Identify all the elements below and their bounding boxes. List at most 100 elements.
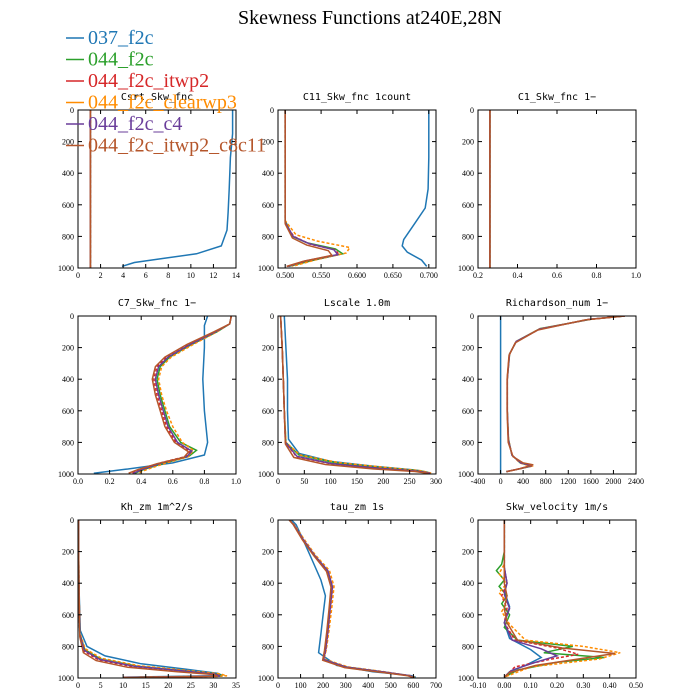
y-tick-label: 200: [262, 548, 274, 557]
series-line-044_f2c_clearwp3: [284, 110, 352, 268]
x-tick-label: 400: [362, 681, 374, 690]
legend-entry: 044_f2c_clearwp3: [66, 92, 237, 114]
y-tick-label: 400: [62, 169, 74, 178]
x-tick-label: 2000: [605, 477, 621, 486]
y-tick-label: 800: [462, 438, 474, 447]
series-line-037_f2c: [401, 110, 430, 267]
y-tick-label: 1000: [258, 674, 274, 683]
panel-8: tau_zm 1s 0 100 200 300 400 500 600 700 0 200 400 60…: [258, 502, 442, 690]
legend-entry: 044_f2c: [66, 49, 154, 71]
y-tick-label: 0: [470, 516, 474, 525]
x-tick-label: 200: [377, 477, 389, 486]
y-tick-label: 1000: [258, 264, 274, 273]
plot-frame: [277, 109, 437, 269]
x-tick-label: 100: [325, 477, 337, 486]
y-tick-label: 400: [262, 169, 274, 178]
series-line-044_f2c_c4: [284, 110, 339, 268]
x-tick-label: 14: [232, 271, 240, 280]
x-tick-label: 10: [119, 681, 127, 690]
series-line-044_f2c_clearwp3: [279, 316, 432, 474]
y-tick-label: 400: [462, 579, 474, 588]
y-tick-label: 600: [262, 407, 274, 416]
x-tick-label: 0.2: [105, 477, 115, 486]
x-tick-label: 0: [76, 681, 80, 690]
y-tick-label: 600: [462, 611, 474, 620]
series-line-037_f2c: [503, 520, 543, 678]
panel-title: tau_zm 1s: [330, 502, 384, 513]
panel-title: Csrt_Skw_fnc: [121, 92, 193, 103]
y-tick-label: 800: [62, 642, 74, 651]
x-tick-label: -0.10: [470, 681, 487, 690]
legend-entry: 044_f2c_itwp2_c8c11: [66, 135, 266, 157]
series-line-044_f2c: [495, 520, 605, 678]
series-line-044_f2c_clearwp3: [506, 316, 625, 473]
y-tick-label: 600: [62, 611, 74, 620]
panel-3: C1_Skw_fnc 1− 0.2 0.4 0.6 0.8 1.0 0 200 400 600 80…: [458, 92, 641, 280]
panel-title: Richardson_num 1−: [506, 298, 608, 309]
x-tick-label: 0.8: [592, 271, 602, 280]
y-tick-label: 0: [470, 106, 474, 115]
series-line-044_f2c_itwp2: [506, 316, 625, 473]
x-tick-label: 1200: [560, 477, 576, 486]
x-tick-label: 0: [76, 271, 80, 280]
x-tick-label: 300: [340, 681, 352, 690]
y-tick-label: 0: [70, 312, 74, 321]
y-tick-label: 600: [462, 407, 474, 416]
series-line-044_f2c_itwp2_c8c11: [78, 520, 219, 678]
y-tick-label: 800: [462, 642, 474, 651]
series-line-037_f2c: [290, 520, 416, 678]
y-tick-label: 1000: [458, 264, 474, 273]
x-tick-label: 0.550: [312, 271, 330, 280]
y-tick-label: 200: [262, 344, 274, 353]
y-tick-label: 1000: [58, 264, 74, 273]
series-line-044_f2c: [506, 316, 625, 473]
y-tick-label: 0: [270, 516, 274, 525]
x-tick-label: 0.700: [420, 271, 438, 280]
x-tick-label: 0.2: [473, 271, 483, 280]
y-tick-label: 200: [262, 138, 274, 147]
panel-title: C11_Skw_fnc 1count: [303, 92, 411, 103]
x-tick-label: 400: [517, 477, 529, 486]
y-tick-label: 400: [262, 375, 274, 384]
x-tick-label: 0.10: [524, 681, 538, 690]
x-tick-label: 0.50: [629, 681, 643, 690]
x-tick-label: 30: [209, 681, 217, 690]
y-tick-label: 200: [462, 344, 474, 353]
legend-label: 044_f2c: [88, 49, 154, 71]
legend-label: 044_f2c_itwp2: [88, 70, 209, 92]
x-tick-label: 600: [407, 681, 419, 690]
y-tick-label: 400: [462, 169, 474, 178]
series-line-044_f2c_c4: [133, 316, 233, 474]
y-tick-label: 0: [270, 312, 274, 321]
panel-1: Csrt_Skw_fnc 0 2 4 6 8 10 12 14 0 200 400 600 800 1000: [58, 92, 240, 280]
y-tick-label: 600: [262, 611, 274, 620]
x-tick-label: 8: [166, 271, 170, 280]
y-tick-label: 400: [62, 579, 74, 588]
legend-label: 044_f2c_itwp2_c8c11: [88, 135, 266, 157]
panel-2: C11_Skw_fnc 1count 0.500 0.550 0.600 0.650 0.…: [258, 92, 438, 280]
x-tick-label: 250: [404, 477, 416, 486]
series-line-044_f2c_c4: [506, 316, 625, 473]
y-tick-label: 600: [62, 407, 74, 416]
series-line-044_f2c_itwp2_c8c11: [288, 520, 414, 678]
plot-frame: [77, 315, 237, 475]
panel-title: Skw_velocity 1m/s: [506, 502, 608, 513]
y-tick-label: 600: [462, 201, 474, 210]
x-tick-label: 2400: [628, 477, 644, 486]
x-tick-label: 500: [385, 681, 397, 690]
plot-frame: [477, 109, 637, 269]
y-tick-label: 0: [270, 106, 274, 115]
plot-frame: [77, 109, 237, 269]
x-tick-label: 12: [209, 271, 217, 280]
x-tick-label: 100: [295, 681, 307, 690]
y-tick-label: 800: [262, 232, 274, 241]
y-tick-label: 800: [262, 438, 274, 447]
plot-frame: [277, 519, 437, 679]
panel-6: Richardson_num 1−-400 0 400 800 1200 1600 2000…: [458, 298, 644, 486]
panel-title: Lscale 1.0m: [324, 298, 390, 309]
series-line-044_f2c_clearwp3: [78, 520, 228, 678]
series-line-044_f2c_itwp2_c8c11: [506, 316, 625, 473]
x-tick-label: 20: [164, 681, 172, 690]
x-tick-label: 0.4: [513, 271, 523, 280]
series-line-044_f2c_itwp2: [279, 316, 430, 474]
